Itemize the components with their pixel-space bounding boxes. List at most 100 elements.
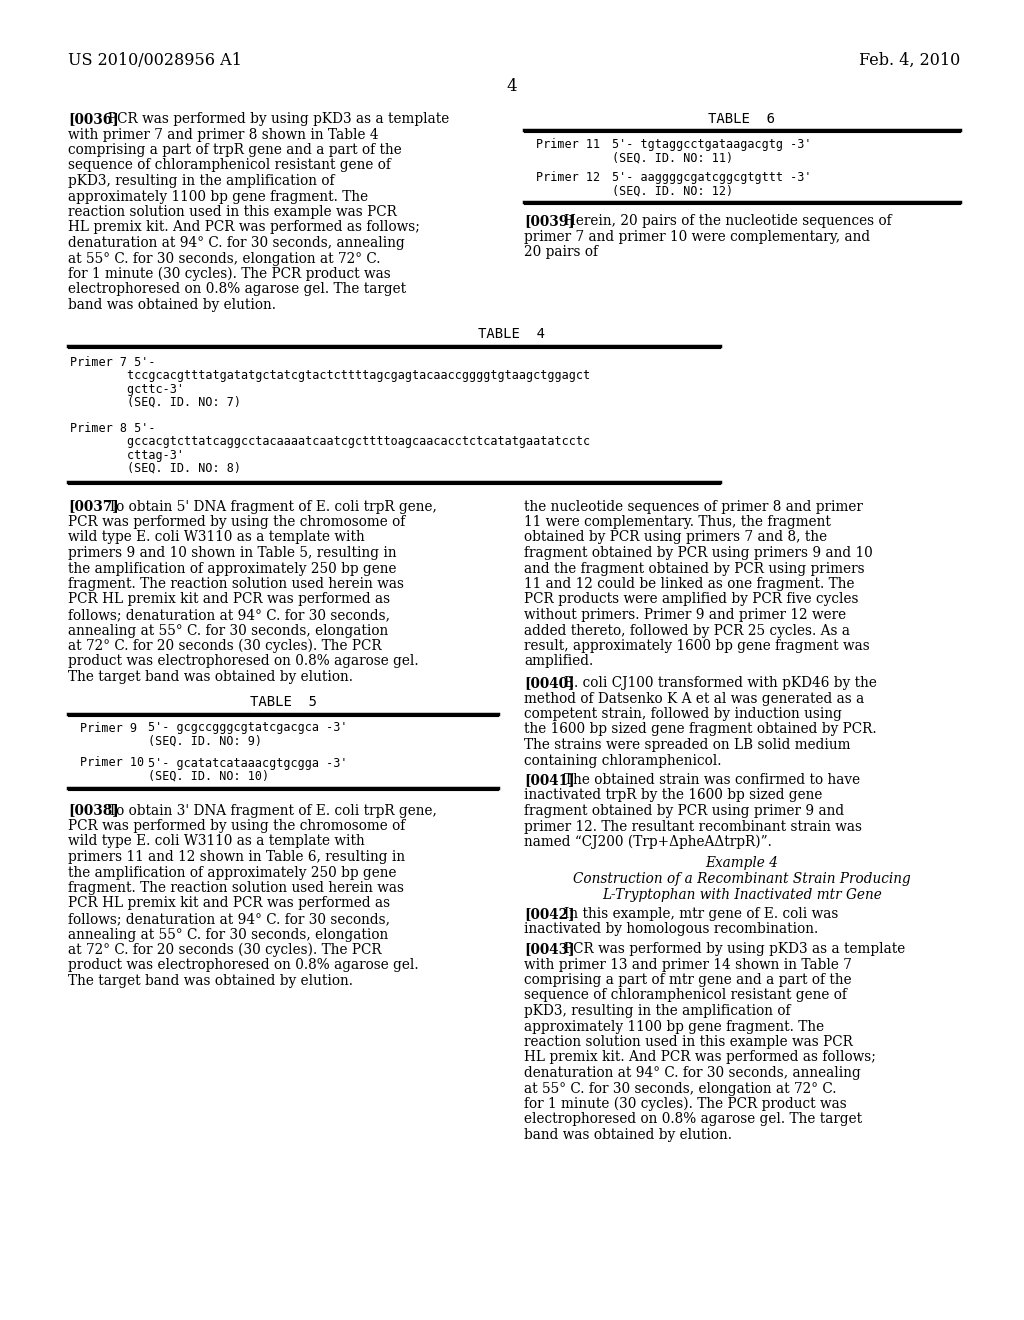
Text: (SEQ. ID. NO: 8): (SEQ. ID. NO: 8) — [70, 462, 241, 475]
Text: PCR was performed by using the chromosome of: PCR was performed by using the chromosom… — [68, 515, 406, 529]
Text: HL premix kit. And PCR was performed as follows;: HL premix kit. And PCR was performed as … — [68, 220, 420, 235]
Text: at 55° C. for 30 seconds, elongation at 72° C.: at 55° C. for 30 seconds, elongation at … — [524, 1081, 837, 1096]
Text: [0037]: [0037] — [68, 499, 119, 513]
Text: reaction solution used in this example was PCR: reaction solution used in this example w… — [524, 1035, 853, 1049]
Text: 5'- aaggggcgatcggcgtgttt -3': 5'- aaggggcgatcggcgtgttt -3' — [612, 172, 811, 183]
Text: 20 pairs of: 20 pairs of — [524, 246, 598, 259]
Text: (SEQ. ID. NO: 10): (SEQ. ID. NO: 10) — [148, 770, 269, 783]
Text: at 72° C. for 20 seconds (30 cycles). The PCR: at 72° C. for 20 seconds (30 cycles). Th… — [68, 942, 382, 957]
Text: at 72° C. for 20 seconds (30 cycles). The PCR: at 72° C. for 20 seconds (30 cycles). Th… — [68, 639, 382, 653]
Text: To obtain 5' DNA fragment of E. coli trpR gene,: To obtain 5' DNA fragment of E. coli trp… — [108, 499, 437, 513]
Text: primer 7 and primer 10 were complementary, and: primer 7 and primer 10 were complementar… — [524, 230, 870, 243]
Text: L-Tryptophan with Inactivated mtr Gene: L-Tryptophan with Inactivated mtr Gene — [602, 887, 882, 902]
Text: [0038]: [0038] — [68, 804, 119, 817]
Text: for 1 minute (30 cycles). The PCR product was: for 1 minute (30 cycles). The PCR produc… — [524, 1097, 847, 1111]
Text: named “CJ200 (Trp+ΔpheAΔtrpR)”.: named “CJ200 (Trp+ΔpheAΔtrpR)”. — [524, 836, 772, 849]
Text: the nucleotide sequences of primer 8 and primer: the nucleotide sequences of primer 8 and… — [524, 499, 863, 513]
Text: Primer 9: Primer 9 — [80, 722, 137, 734]
Text: wild type E. coli W3110 as a template with: wild type E. coli W3110 as a template wi… — [68, 834, 365, 849]
Text: wild type E. coli W3110 as a template with: wild type E. coli W3110 as a template wi… — [68, 531, 365, 544]
Text: containing chloramphenicol.: containing chloramphenicol. — [524, 754, 722, 767]
Text: Primer 10: Primer 10 — [80, 756, 144, 770]
Text: PCR was performed by using pKD3 as a template: PCR was performed by using pKD3 as a tem… — [108, 112, 450, 125]
Text: TABLE  6: TABLE 6 — [709, 112, 775, 125]
Text: primer 12. The resultant recombinant strain was: primer 12. The resultant recombinant str… — [524, 820, 862, 833]
Text: band was obtained by elution.: band was obtained by elution. — [524, 1129, 732, 1142]
Text: PCR was performed by using the chromosome of: PCR was performed by using the chromosom… — [68, 818, 406, 833]
Text: HL premix kit. And PCR was performed as follows;: HL premix kit. And PCR was performed as … — [524, 1051, 876, 1064]
Text: method of Datsenko K A et al was generated as a: method of Datsenko K A et al was generat… — [524, 692, 864, 705]
Text: (SEQ. ID. NO: 12): (SEQ. ID. NO: 12) — [612, 185, 733, 198]
Text: Primer 11: Primer 11 — [536, 139, 600, 150]
Text: To obtain 3' DNA fragment of E. coli trpR gene,: To obtain 3' DNA fragment of E. coli trp… — [108, 804, 437, 817]
Text: gccacgtcttatcaggcctacaaaatcaatcgcttttoagcaacacctctcatatgaatatcctc: gccacgtcttatcaggcctacaaaatcaatcgcttttoag… — [70, 436, 590, 447]
Text: reaction solution used in this example was PCR: reaction solution used in this example w… — [68, 205, 397, 219]
Text: TABLE  4: TABLE 4 — [478, 327, 546, 342]
Text: PCR was performed by using pKD3 as a template: PCR was performed by using pKD3 as a tem… — [564, 942, 905, 956]
Text: sequence of chloramphenicol resistant gene of: sequence of chloramphenicol resistant ge… — [524, 989, 847, 1002]
Text: approximately 1100 bp gene fragment. The: approximately 1100 bp gene fragment. The — [68, 190, 368, 203]
Text: (SEQ. ID. NO: 7): (SEQ. ID. NO: 7) — [70, 396, 241, 409]
Text: The obtained strain was confirmed to have: The obtained strain was confirmed to hav… — [564, 774, 860, 787]
Text: competent strain, followed by induction using: competent strain, followed by induction … — [524, 708, 842, 721]
Text: follows; denaturation at 94° C. for 30 seconds,: follows; denaturation at 94° C. for 30 s… — [68, 609, 390, 622]
Text: 5'- gcgccgggcgtatcgacgca -3': 5'- gcgccgggcgtatcgacgca -3' — [148, 722, 347, 734]
Text: TABLE  5: TABLE 5 — [250, 696, 316, 710]
Text: gcttc-3': gcttc-3' — [70, 383, 184, 396]
Text: PCR HL premix kit and PCR was performed as: PCR HL premix kit and PCR was performed … — [68, 593, 390, 606]
Text: pKD3, resulting in the amplification of: pKD3, resulting in the amplification of — [524, 1005, 791, 1018]
Text: denaturation at 94° C. for 30 seconds, annealing: denaturation at 94° C. for 30 seconds, a… — [68, 236, 404, 249]
Text: The target band was obtained by elution.: The target band was obtained by elution. — [68, 671, 353, 684]
Text: product was electrophoresed on 0.8% agarose gel.: product was electrophoresed on 0.8% agar… — [68, 655, 419, 668]
Text: Feb. 4, 2010: Feb. 4, 2010 — [859, 51, 961, 69]
Text: fragment obtained by PCR using primers 9 and 10: fragment obtained by PCR using primers 9… — [524, 546, 872, 560]
Text: fragment. The reaction solution used herein was: fragment. The reaction solution used her… — [68, 577, 404, 591]
Text: 11 and 12 could be linked as one fragment. The: 11 and 12 could be linked as one fragmen… — [524, 577, 854, 591]
Text: comprising a part of trpR gene and a part of the: comprising a part of trpR gene and a par… — [68, 143, 401, 157]
Text: 4: 4 — [507, 78, 517, 95]
Text: fragment obtained by PCR using primer 9 and: fragment obtained by PCR using primer 9 … — [524, 804, 844, 818]
Text: product was electrophoresed on 0.8% agarose gel.: product was electrophoresed on 0.8% agar… — [68, 958, 419, 973]
Text: The target band was obtained by elution.: The target band was obtained by elution. — [68, 974, 353, 987]
Text: band was obtained by elution.: band was obtained by elution. — [68, 298, 276, 312]
Text: Example 4: Example 4 — [706, 857, 778, 870]
Text: the amplification of approximately 250 bp gene: the amplification of approximately 250 b… — [68, 866, 396, 879]
Text: fragment. The reaction solution used herein was: fragment. The reaction solution used her… — [68, 880, 404, 895]
Text: electrophoresed on 0.8% agarose gel. The target: electrophoresed on 0.8% agarose gel. The… — [524, 1113, 862, 1126]
Text: sequence of chloramphenicol resistant gene of: sequence of chloramphenicol resistant ge… — [68, 158, 391, 173]
Text: [0042]: [0042] — [524, 907, 574, 921]
Text: with primer 7 and primer 8 shown in Table 4: with primer 7 and primer 8 shown in Tabl… — [68, 128, 379, 141]
Text: result, approximately 1600 bp gene fragment was: result, approximately 1600 bp gene fragm… — [524, 639, 869, 653]
Text: tccgcacgtttatgatatgctatcgtactcttttagcgagtacaaccggggtgtaagctggagct: tccgcacgtttatgatatgctatcgtactcttttagcgag… — [70, 370, 590, 381]
Text: for 1 minute (30 cycles). The PCR product was: for 1 minute (30 cycles). The PCR produc… — [68, 267, 391, 281]
Text: (SEQ. ID. NO: 9): (SEQ. ID. NO: 9) — [148, 735, 262, 748]
Text: [0036]: [0036] — [68, 112, 119, 125]
Text: Primer 12: Primer 12 — [536, 172, 600, 183]
Text: pKD3, resulting in the amplification of: pKD3, resulting in the amplification of — [68, 174, 335, 187]
Text: Primer 8 5'-: Primer 8 5'- — [70, 421, 156, 434]
Text: US 2010/0028956 A1: US 2010/0028956 A1 — [68, 51, 242, 69]
Text: follows; denaturation at 94° C. for 30 seconds,: follows; denaturation at 94° C. for 30 s… — [68, 912, 390, 927]
Text: the 1600 bp sized gene fragment obtained by PCR.: the 1600 bp sized gene fragment obtained… — [524, 722, 877, 737]
Text: without primers. Primer 9 and primer 12 were: without primers. Primer 9 and primer 12 … — [524, 609, 846, 622]
Text: 5'- tgtaggcctgataagacgtg -3': 5'- tgtaggcctgataagacgtg -3' — [612, 139, 811, 150]
Text: comprising a part of mtr gene and a part of the: comprising a part of mtr gene and a part… — [524, 973, 852, 987]
Text: electrophoresed on 0.8% agarose gel. The target: electrophoresed on 0.8% agarose gel. The… — [68, 282, 407, 297]
Text: [0043]: [0043] — [524, 942, 574, 956]
Text: Primer 7 5'-: Primer 7 5'- — [70, 355, 156, 368]
Text: inactivated trpR by the 1600 bp sized gene: inactivated trpR by the 1600 bp sized ge… — [524, 788, 822, 803]
Text: [0041]: [0041] — [524, 774, 574, 787]
Text: added thereto, followed by PCR 25 cycles. As a: added thereto, followed by PCR 25 cycles… — [524, 623, 850, 638]
Text: PCR products were amplified by PCR five cycles: PCR products were amplified by PCR five … — [524, 593, 858, 606]
Text: annealing at 55° C. for 30 seconds, elongation: annealing at 55° C. for 30 seconds, elon… — [68, 623, 388, 638]
Text: primers 11 and 12 shown in Table 6, resulting in: primers 11 and 12 shown in Table 6, resu… — [68, 850, 406, 865]
Text: obtained by PCR using primers 7 and 8, the: obtained by PCR using primers 7 and 8, t… — [524, 531, 827, 544]
Text: 5'- gcatatcataaacgtgcgga -3': 5'- gcatatcataaacgtgcgga -3' — [148, 756, 347, 770]
Text: amplified.: amplified. — [524, 655, 593, 668]
Text: Construction of a Recombinant Strain Producing: Construction of a Recombinant Strain Pro… — [573, 873, 911, 886]
Text: [0040]: [0040] — [524, 676, 574, 690]
Text: The strains were spreaded on LB solid medium: The strains were spreaded on LB solid me… — [524, 738, 851, 752]
Text: cttag-3': cttag-3' — [70, 449, 184, 462]
Text: E. coli CJ100 transformed with pKD46 by the: E. coli CJ100 transformed with pKD46 by … — [564, 676, 877, 690]
Text: (SEQ. ID. NO: 11): (SEQ. ID. NO: 11) — [612, 152, 733, 165]
